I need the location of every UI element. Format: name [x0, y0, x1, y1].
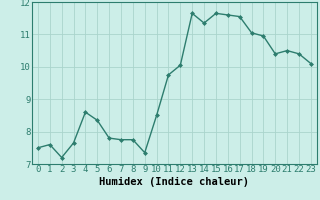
X-axis label: Humidex (Indice chaleur): Humidex (Indice chaleur): [100, 177, 249, 187]
